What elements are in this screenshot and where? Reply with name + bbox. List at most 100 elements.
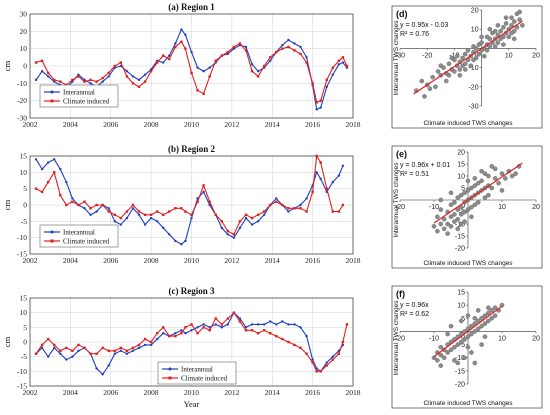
data-point-climate-induced xyxy=(341,56,345,59)
data-point-climate-induced xyxy=(89,207,92,210)
data-point-climate-induced xyxy=(137,85,141,88)
scatter-point xyxy=(438,63,444,68)
data-point-interannual xyxy=(180,243,183,246)
data-point-climate-induced xyxy=(345,64,349,68)
data-point-climate-induced xyxy=(220,220,223,223)
data-point-climate-induced xyxy=(107,210,110,213)
data-point-climate-induced xyxy=(305,61,308,64)
data-point-climate-induced xyxy=(208,75,211,78)
data-point-climate-induced xyxy=(59,194,62,197)
scatter-point xyxy=(457,72,463,78)
data-point-climate-induced xyxy=(287,207,290,210)
x-tick-label: -20 xyxy=(422,52,432,59)
scatter-point xyxy=(509,23,514,28)
data-point-interannual xyxy=(184,239,187,243)
data-point-climate-induced xyxy=(311,190,314,194)
scatter-point xyxy=(492,28,498,34)
x-tick-label: 10 xyxy=(498,335,506,342)
scatter-point xyxy=(465,188,471,193)
data-point-climate-induced xyxy=(83,80,86,83)
scatter-point xyxy=(479,168,484,174)
y-tick-label: -5 xyxy=(459,342,465,349)
data-point-climate-induced xyxy=(262,64,266,68)
scatter-point xyxy=(487,26,493,32)
data-point-climate-induced xyxy=(149,70,153,73)
scatter-point xyxy=(462,355,467,361)
data-point-climate-induced xyxy=(113,213,116,216)
data-point-climate-induced xyxy=(65,346,68,350)
scatter-point xyxy=(482,313,488,318)
data-point-interannual xyxy=(125,70,129,73)
y-tick-label: -20 xyxy=(17,96,27,105)
data-point-climate-induced xyxy=(143,213,147,216)
scatter-point xyxy=(489,308,495,313)
scatter-point xyxy=(479,323,484,329)
x-tick-label: 2004 xyxy=(63,256,78,265)
data-point-interannual xyxy=(315,108,318,111)
data-point-climate-induced xyxy=(220,54,223,57)
data-point-climate-induced xyxy=(143,337,147,341)
y-tick-label: -10 xyxy=(17,233,27,242)
scatter-point xyxy=(484,48,490,53)
data-point-interannual xyxy=(119,223,123,226)
data-point-climate-induced xyxy=(315,370,318,373)
regression-line xyxy=(433,305,503,358)
data-point-climate-induced xyxy=(275,334,278,338)
data-point-climate-induced xyxy=(275,50,278,54)
scatter-point xyxy=(501,34,506,40)
panel-a-region-1: (a) Region 1 -30 -20 -10 0 10 20 30 2002 2004 2006… xyxy=(2,2,361,129)
scatter-point xyxy=(452,344,457,350)
data-point-climate-induced xyxy=(40,343,44,347)
data-point-climate-induced xyxy=(196,89,199,92)
data-point-interannual xyxy=(83,207,86,210)
x-tick-label: -20 xyxy=(395,335,405,342)
data-point-climate-induced xyxy=(238,42,242,45)
scatter-point xyxy=(438,207,444,212)
scatter-point xyxy=(462,61,468,67)
data-point-interannual xyxy=(299,203,302,207)
data-point-climate-induced xyxy=(226,317,230,320)
scatter-point xyxy=(492,44,498,49)
data-point-interannual xyxy=(125,352,129,355)
data-point-interannual xyxy=(149,216,153,220)
scatter-point xyxy=(520,23,525,28)
data-point-interannual xyxy=(149,343,153,347)
scatter-point xyxy=(431,224,437,229)
y-tick-label: 15 xyxy=(20,294,28,303)
data-point-interannual xyxy=(137,213,141,216)
data-point-climate-induced xyxy=(305,352,308,355)
y-tick-label: 15 xyxy=(457,290,465,297)
y-tick-label: -20 xyxy=(455,382,465,389)
x-tick-label: 2012 xyxy=(224,388,239,397)
data-point-interannual xyxy=(232,236,236,239)
y-axis-label: cm xyxy=(2,60,12,71)
data-point-climate-induced xyxy=(202,184,205,187)
data-point-climate-induced xyxy=(311,82,314,85)
y-tick-label: 0 xyxy=(23,338,27,347)
data-point-interannual xyxy=(113,220,116,223)
data-point-climate-induced xyxy=(46,71,50,75)
data-point-climate-induced xyxy=(131,82,135,85)
data-point-climate-induced xyxy=(125,75,129,78)
data-point-interannual xyxy=(226,233,230,236)
data-point-climate-induced xyxy=(137,343,141,347)
data-point-interannual xyxy=(250,63,254,66)
data-point-climate-induced xyxy=(71,78,74,82)
scatter-point xyxy=(452,212,457,217)
x-tick-label: -30 xyxy=(395,52,405,59)
data-point-interannual xyxy=(250,323,254,326)
data-point-climate-induced xyxy=(180,207,183,210)
data-point-interannual xyxy=(319,177,322,181)
data-point-climate-induced xyxy=(119,346,123,350)
chart-title: (c) Region 3 xyxy=(169,286,215,296)
data-point-climate-induced xyxy=(256,332,260,335)
scatter-point xyxy=(486,305,491,311)
scatter-point xyxy=(482,321,488,326)
data-point-climate-induced xyxy=(337,352,341,355)
r-squared: R² = 0.76 xyxy=(400,31,429,38)
scatter-point xyxy=(479,40,484,45)
data-point-interannual xyxy=(53,346,56,350)
regression-equation: y = 0.96x xyxy=(400,302,429,309)
scatter-point xyxy=(511,19,517,24)
